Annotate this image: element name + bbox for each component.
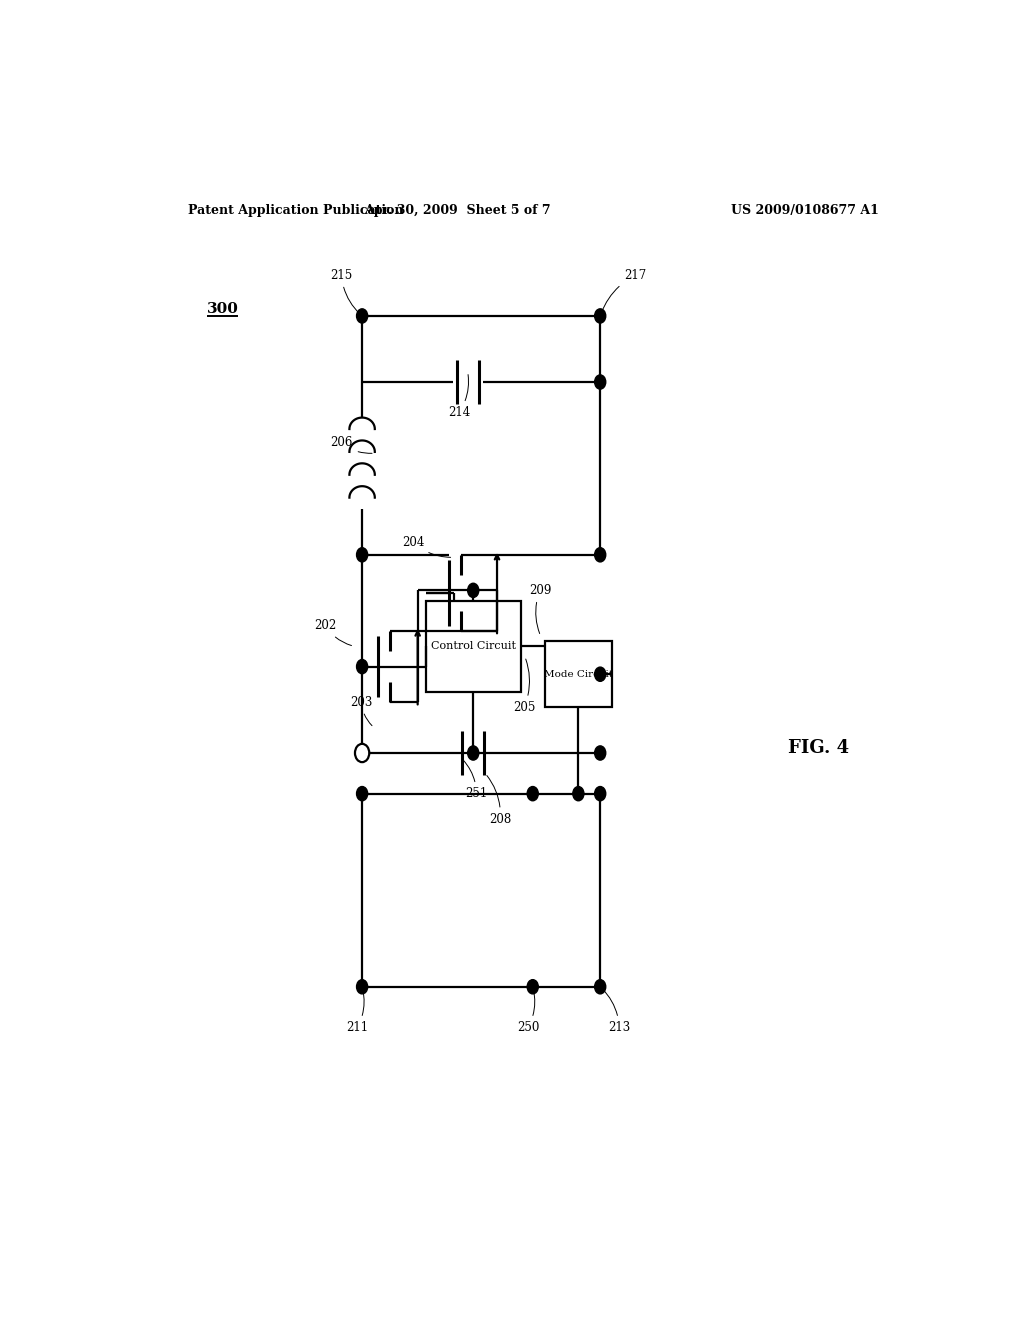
- Circle shape: [356, 979, 368, 994]
- Circle shape: [356, 660, 368, 673]
- Circle shape: [595, 746, 606, 760]
- Text: 203: 203: [350, 696, 373, 726]
- Circle shape: [595, 979, 606, 994]
- Circle shape: [572, 787, 584, 801]
- Circle shape: [356, 309, 368, 323]
- Circle shape: [595, 309, 606, 323]
- Circle shape: [527, 787, 539, 801]
- Text: 202: 202: [314, 619, 351, 645]
- Text: 211: 211: [346, 990, 369, 1034]
- Text: 213: 213: [602, 989, 631, 1034]
- Text: 208: 208: [486, 775, 511, 825]
- Text: 217: 217: [601, 269, 646, 313]
- Circle shape: [595, 787, 606, 801]
- Circle shape: [595, 548, 606, 562]
- Text: Control Circuit: Control Circuit: [431, 642, 516, 651]
- Circle shape: [355, 744, 370, 762]
- Text: 215: 215: [331, 269, 360, 314]
- Text: 300: 300: [207, 302, 240, 315]
- Text: US 2009/0108677 A1: US 2009/0108677 A1: [731, 205, 879, 216]
- Text: 206: 206: [331, 437, 372, 453]
- Circle shape: [356, 548, 368, 562]
- Text: 204: 204: [401, 536, 451, 557]
- Text: Apr. 30, 2009  Sheet 5 of 7: Apr. 30, 2009 Sheet 5 of 7: [364, 205, 551, 216]
- Bar: [545, 642, 612, 708]
- Circle shape: [527, 979, 539, 994]
- Circle shape: [595, 667, 606, 681]
- Circle shape: [468, 746, 479, 760]
- Text: Patent Application Publication: Patent Application Publication: [187, 205, 403, 216]
- Text: Mode Circuit: Mode Circuit: [544, 669, 613, 678]
- Text: 209: 209: [528, 583, 551, 634]
- Text: FIG. 4: FIG. 4: [787, 739, 849, 756]
- Bar: [426, 601, 521, 692]
- Text: 250: 250: [517, 990, 540, 1034]
- Circle shape: [468, 583, 479, 598]
- Text: 205: 205: [513, 659, 536, 714]
- Text: 214: 214: [447, 375, 470, 418]
- Circle shape: [595, 375, 606, 389]
- Circle shape: [356, 746, 368, 760]
- Circle shape: [356, 787, 368, 801]
- Text: 251: 251: [463, 760, 487, 800]
